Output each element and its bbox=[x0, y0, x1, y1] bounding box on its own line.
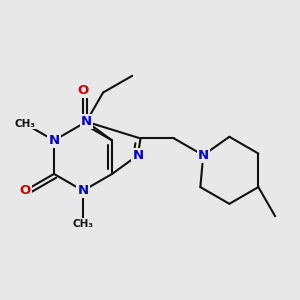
Text: N: N bbox=[132, 149, 143, 162]
Text: O: O bbox=[19, 184, 31, 197]
Text: CH₃: CH₃ bbox=[73, 219, 94, 229]
Text: N: N bbox=[81, 115, 92, 128]
Text: O: O bbox=[77, 84, 89, 97]
Text: CH₃: CH₃ bbox=[14, 119, 35, 129]
Text: N: N bbox=[77, 184, 88, 197]
Text: N: N bbox=[198, 149, 209, 162]
Text: N: N bbox=[48, 134, 60, 147]
